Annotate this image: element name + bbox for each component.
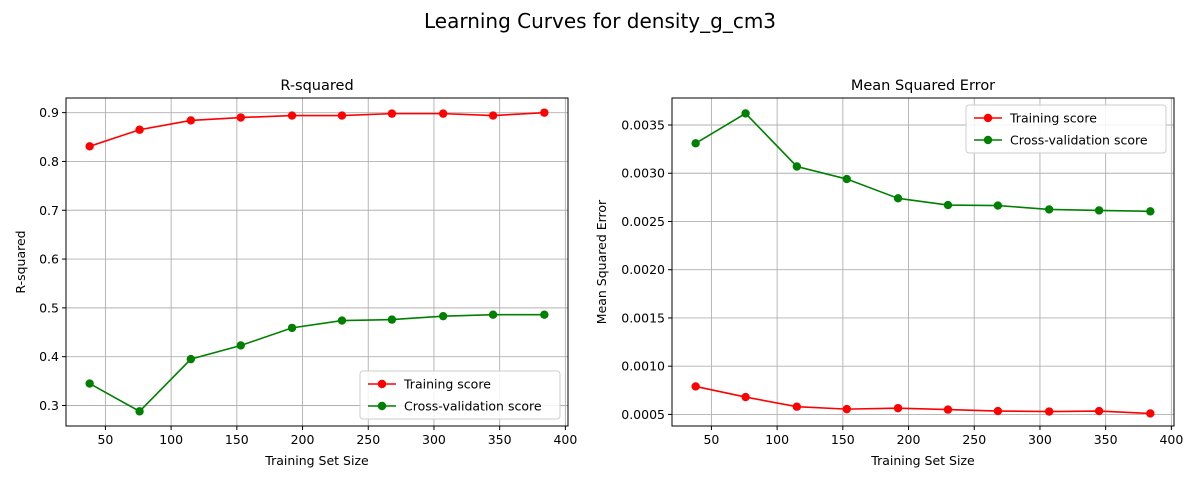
x-axis-label: Training Set Size (870, 453, 975, 468)
data-point-cross-validation (1146, 207, 1155, 216)
y-tick-label: 0.0035 (621, 118, 665, 133)
series-line-training (89, 111, 545, 148)
data-point-cross-validation (488, 310, 498, 319)
x-tick-label: 300 (1028, 432, 1052, 447)
data-point-cross-validation (387, 315, 397, 324)
legend-label-cross-validation: Cross-validation score (404, 399, 542, 414)
data-point-cross-validation (438, 311, 448, 321)
subplot-title: R-squared (280, 78, 353, 94)
x-axis-label: Training Set Size (264, 453, 369, 468)
y-axis-label: Mean Squared Error (594, 199, 609, 324)
legend-marker-cross-validation (983, 135, 993, 145)
y-tick-label: 0.0020 (621, 262, 665, 277)
data-point-cross-validation (236, 341, 245, 350)
legend-marker-training (377, 379, 387, 389)
y-tick-label: 0.9 (39, 105, 59, 120)
x-tick-label: 400 (553, 432, 577, 447)
y-tick-label: 0.0025 (621, 214, 665, 229)
x-tick-label: 250 (356, 432, 380, 447)
data-point-training (186, 116, 196, 125)
data-point-cross-validation (893, 194, 903, 203)
data-point-training (438, 109, 448, 118)
data-point-training (488, 111, 498, 120)
data-point-training (540, 108, 549, 117)
data-point-cross-validation (741, 109, 750, 118)
series-line-cross-validation (89, 313, 545, 413)
data-point-cross-validation (287, 323, 297, 333)
legend-label-training: Training score (403, 377, 491, 392)
legend-box (965, 104, 1167, 154)
data-point-training (236, 113, 245, 122)
subplot-1: 50 100 150 200 250 300 350 400 0.3 0.4 0.5 0.6 0.7 0.… (13, 78, 577, 468)
plot-area-frame (671, 97, 1175, 427)
plot-area-frame (65, 97, 569, 427)
y-tick-label: 0.3 (39, 398, 59, 413)
y-tick-label: 0.0005 (621, 407, 665, 422)
data-point-cross-validation (85, 379, 94, 388)
legend-marker-cross-validation (377, 401, 387, 411)
data-point-training (993, 406, 1003, 416)
y-tick-label: 0.8 (39, 154, 59, 169)
legend-marker-training (983, 113, 993, 123)
legend-box (359, 370, 561, 420)
series-line-training (695, 385, 1151, 415)
legend-label-cross-validation: Cross-validation score (1010, 133, 1148, 148)
legend: Training score Cross-validation score (359, 370, 561, 420)
data-point-cross-validation (135, 407, 144, 416)
x-tick-label: 250 (962, 432, 986, 447)
y-tick-label: 0.4 (39, 349, 59, 364)
data-point-cross-validation (1044, 205, 1054, 214)
x-tick-label: 200 (291, 432, 315, 447)
y-axis-label: R-squared (13, 230, 28, 293)
x-tick-label: 350 (1094, 432, 1118, 447)
data-point-cross-validation (1094, 206, 1104, 215)
data-point-training (842, 404, 851, 414)
data-point-training (1146, 409, 1155, 418)
data-point-training (1044, 407, 1054, 416)
data-point-training (792, 402, 802, 411)
subplot-title: Mean Squared Error (851, 78, 995, 94)
series-line-cross-validation (695, 112, 1151, 213)
data-point-cross-validation (943, 200, 953, 210)
data-point-training (135, 125, 144, 134)
data-point-training (287, 111, 297, 120)
data-point-training (893, 403, 903, 413)
x-tick-label: 200 (897, 432, 921, 447)
data-point-training (1094, 406, 1104, 416)
x-tick-label: 400 (1159, 432, 1183, 447)
x-tick-label: 350 (488, 432, 512, 447)
data-point-cross-validation (691, 139, 700, 148)
x-tick-label: 150 (225, 432, 249, 447)
data-point-training (741, 392, 750, 402)
y-tick-label: 0.0015 (621, 310, 665, 325)
y-tick-label: 0.7 (39, 203, 59, 218)
data-point-cross-validation (337, 316, 347, 325)
data-point-training (387, 109, 397, 118)
x-tick-label: 50 (97, 432, 113, 447)
x-tick-label: 100 (159, 432, 183, 447)
y-tick-label: 0.6 (39, 252, 59, 267)
data-point-training (85, 142, 94, 151)
x-tick-label: 150 (831, 432, 855, 447)
data-point-training (691, 382, 700, 391)
y-tick-label: 0.0030 (621, 166, 665, 181)
subplot-2: 50 100 150 200 250 300 350 400 0.0005 0.0010 0.001… (594, 78, 1183, 468)
x-tick-label: 50 (703, 432, 719, 447)
data-point-training (337, 111, 347, 120)
data-point-training (943, 405, 953, 414)
legend-label-training: Training score (1009, 111, 1097, 126)
data-point-cross-validation (842, 174, 851, 184)
legend: Training score Cross-validation score (965, 104, 1167, 154)
figure-suptitle: Learning Curves for density_g_cm3 (424, 9, 776, 33)
data-point-cross-validation (792, 162, 802, 171)
y-tick-label: 0.5 (39, 300, 59, 315)
data-point-cross-validation (186, 354, 196, 364)
data-point-cross-validation (540, 310, 549, 319)
x-tick-label: 100 (765, 432, 789, 447)
x-tick-label: 300 (422, 432, 446, 447)
data-point-cross-validation (993, 201, 1003, 210)
y-tick-label: 0.0010 (621, 359, 665, 374)
